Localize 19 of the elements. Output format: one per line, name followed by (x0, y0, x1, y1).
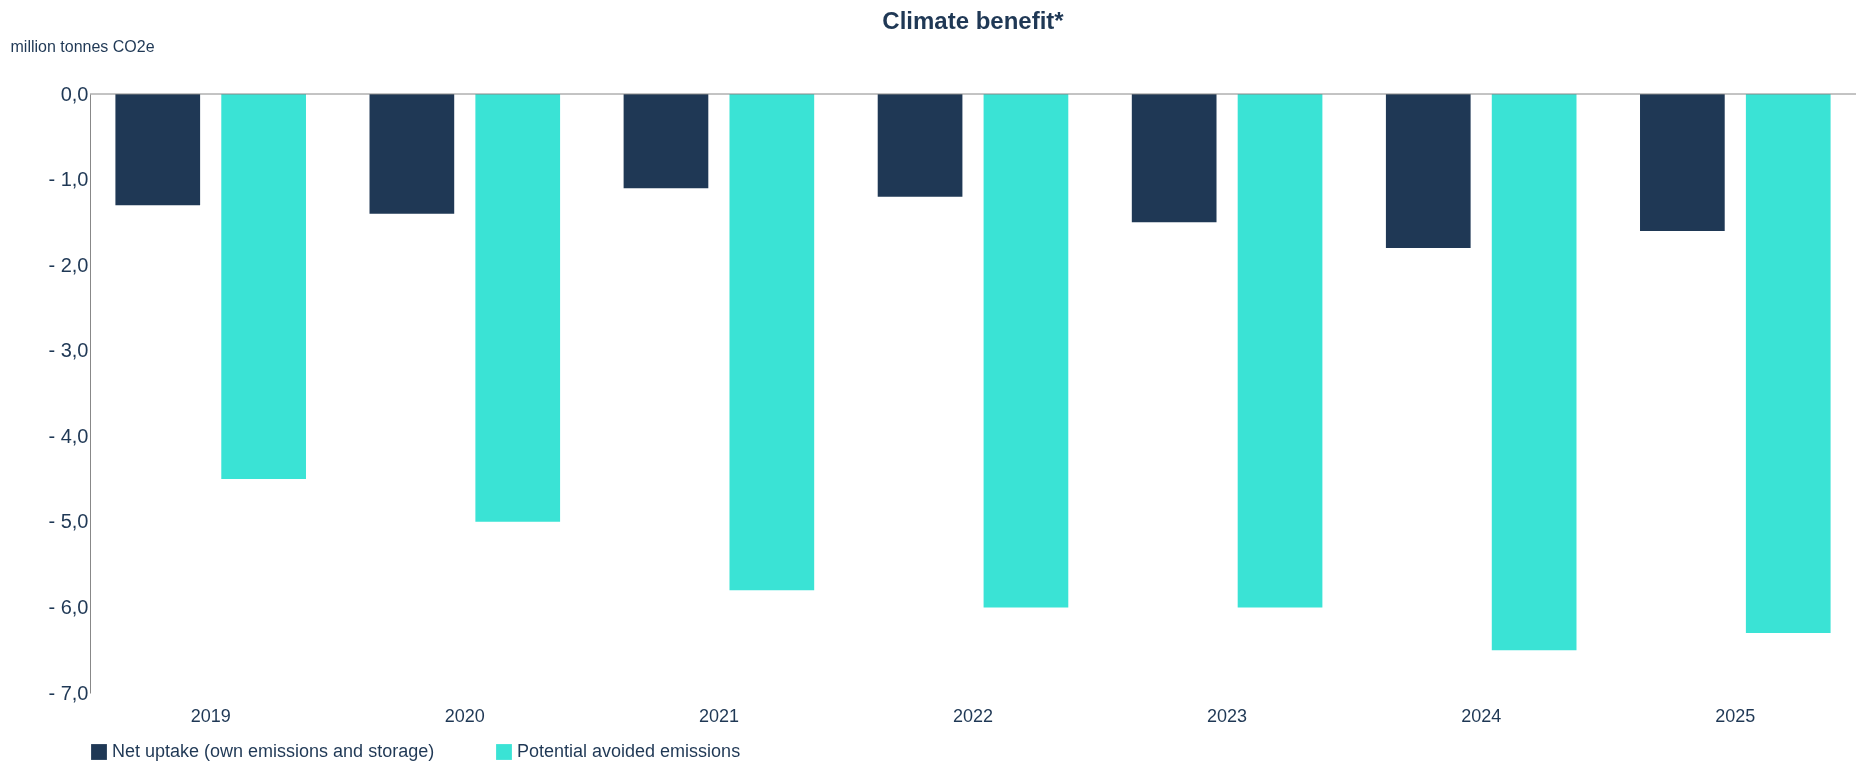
y-tick-label: - 7,0 (48, 681, 89, 704)
x-tick-label: 2022 (952, 705, 994, 726)
y-tick-label: - 5,0 (48, 510, 89, 533)
x-tick-label: 2025 (1715, 705, 1756, 726)
y-tick-label: - 3,0 (48, 339, 89, 362)
y-tick-label: - 6,0 (48, 595, 89, 618)
x-tick-label: 2023 (1207, 705, 1248, 726)
x-tick-label: 2019 (190, 705, 231, 726)
x-tick-label: 2024 (1461, 705, 1502, 726)
legend-label: Net uptake (own emissions and storage) (112, 741, 435, 761)
x-tick-label: 2020 (444, 705, 485, 726)
chart-title: Climate benefit* (882, 7, 1065, 34)
y-axis-title: million tonnes CO2e (10, 37, 155, 55)
y-tick-label: - 2,0 (48, 253, 89, 276)
x-tick-label: 2021 (698, 705, 739, 726)
legend-label: Potential avoided emissions (517, 741, 741, 761)
y-tick-label: 0,0 (60, 82, 89, 105)
y-tick-label: - 4,0 (48, 424, 89, 447)
y-tick-label: - 1,0 (48, 168, 89, 191)
